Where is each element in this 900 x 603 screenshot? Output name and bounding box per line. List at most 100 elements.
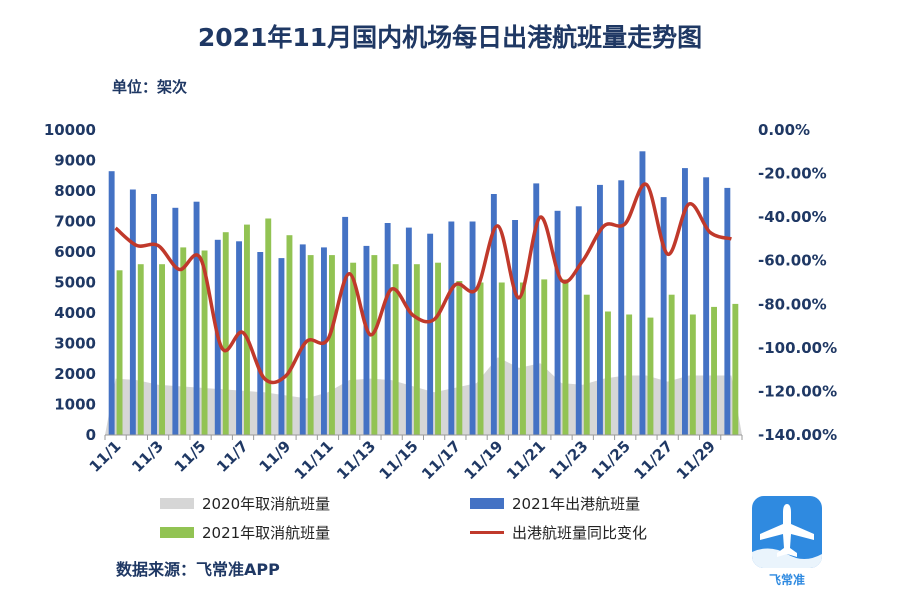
bar-2021-cancel xyxy=(647,317,654,435)
y-right-tick-label: -80.00% xyxy=(758,295,827,313)
bar-2021-depart xyxy=(363,245,370,435)
x-tick-label: 11/29 xyxy=(673,437,719,483)
bar-2021-depart xyxy=(724,187,731,435)
x-tick-label: 11/9 xyxy=(256,437,295,476)
bar-2021-cancel xyxy=(222,232,229,435)
plane-icon xyxy=(752,496,822,568)
chart-title: 2021年11月国内机场每日出港航班量走势图 xyxy=(197,23,703,52)
bar-2021-depart xyxy=(703,177,710,436)
x-tick-label: 11/25 xyxy=(588,437,634,483)
bar-2021-cancel xyxy=(435,262,441,435)
legend-item-2021-cancel: 2021年取消航班量 xyxy=(160,522,330,543)
bar-2021-cancel xyxy=(541,279,548,435)
bar-2021-depart xyxy=(299,244,306,435)
bar-2021-cancel xyxy=(371,255,378,435)
bar-2021-depart xyxy=(236,241,242,435)
legend-swatch xyxy=(470,498,504,509)
y-left-tick-label: 4000 xyxy=(54,304,96,322)
bar-2021-cancel xyxy=(498,282,505,435)
x-tick-label: 11/27 xyxy=(630,437,676,483)
bar-2021-cancel xyxy=(137,264,144,435)
bar-2021-depart xyxy=(342,216,349,435)
y-left-tick-label: 7000 xyxy=(54,213,96,231)
x-tick-label: 11/23 xyxy=(546,437,592,483)
legend-label: 出港航班量同比变化 xyxy=(512,524,648,542)
y-left-tick-label: 2000 xyxy=(54,365,96,383)
bar-2021-depart xyxy=(512,220,518,435)
x-tick-label: 11/15 xyxy=(376,437,422,483)
y-left-tick-label: 8000 xyxy=(54,182,96,200)
x-tick-label: 11/11 xyxy=(291,437,337,483)
bar-2021-cancel xyxy=(286,235,293,435)
legend-item-2020-cancel: 2020年取消航班量 xyxy=(160,493,330,514)
x-tick-label: 11/3 xyxy=(128,437,167,476)
unit-label: 单位：架次 xyxy=(112,78,188,96)
y-right-tick-label: -100.00% xyxy=(758,339,837,357)
bar-2021-depart xyxy=(660,197,667,435)
bar-2021-depart xyxy=(533,183,540,435)
bar-2021-depart xyxy=(278,258,285,435)
bar-2021-depart xyxy=(108,171,115,435)
bar-2021-cancel xyxy=(413,264,420,435)
bar-2021-depart xyxy=(129,189,136,435)
bar-2021-depart xyxy=(639,151,646,436)
x-tick-label: 11/19 xyxy=(461,437,507,483)
bar-2021-cancel xyxy=(116,270,123,435)
y-left-tick-label: 9000 xyxy=(54,152,96,170)
bar-2021-cancel xyxy=(605,311,611,435)
y-left-tick-label: 5000 xyxy=(54,274,96,292)
legend-swatch xyxy=(160,527,194,538)
y-right-tick-label: -120.00% xyxy=(758,382,837,400)
bar-2021-depart xyxy=(427,233,434,435)
x-tick-label: 11/21 xyxy=(503,437,549,483)
legend-swatch xyxy=(470,531,504,534)
bar-2021-cancel xyxy=(329,255,335,435)
y-left-tick-label: 3000 xyxy=(54,335,96,353)
area-2020-cancel xyxy=(105,357,742,435)
bar-2021-cancel xyxy=(350,262,357,435)
line-yoy-change xyxy=(114,182,732,385)
y-right-tick-label: 0.00% xyxy=(758,121,810,139)
bar-2021-depart xyxy=(257,252,264,435)
bar-2021-cancel xyxy=(626,314,633,435)
y-left-tick-label: 0 xyxy=(86,426,96,444)
bar-2021-cancel xyxy=(732,303,739,435)
legend-label: 2021年出港航班量 xyxy=(512,495,641,513)
legend-item-2021-depart: 2021年出港航班量 xyxy=(470,493,640,514)
x-tick-label: 11/7 xyxy=(213,437,252,476)
bar-2021-cancel xyxy=(265,218,272,435)
bar-2021-cancel xyxy=(159,264,165,435)
bar-2021-cancel xyxy=(668,294,675,435)
bar-2021-depart xyxy=(490,194,497,435)
y-left-tick-label: 10000 xyxy=(44,121,96,139)
bar-2021-depart xyxy=(554,210,561,435)
app-logo: 飞常准 xyxy=(752,496,822,590)
y-right-tick-label: -40.00% xyxy=(758,208,827,226)
bar-2021-depart xyxy=(682,168,688,435)
logo-text: 飞常准 xyxy=(768,573,805,587)
bar-2021-cancel xyxy=(520,282,526,435)
bar-2021-depart xyxy=(597,184,603,435)
bar-2021-cancel xyxy=(477,282,484,435)
legend-swatch xyxy=(160,498,194,509)
y-left-tick-label: 1000 xyxy=(54,396,96,414)
bar-2021-depart xyxy=(618,180,625,435)
bar-2021-cancel xyxy=(201,250,208,435)
bar-2021-cancel xyxy=(583,294,590,435)
bar-2021-cancel xyxy=(711,306,717,435)
x-tick-label: 11/5 xyxy=(171,437,210,476)
y-right-tick-label: -20.00% xyxy=(758,165,827,183)
bar-2021-depart xyxy=(469,221,476,435)
bar-2021-depart xyxy=(172,207,179,435)
bar-2021-depart xyxy=(448,221,455,435)
y-right-tick-label: -60.00% xyxy=(758,252,827,270)
bar-2021-cancel xyxy=(689,314,696,435)
bar-2021-cancel xyxy=(456,281,463,435)
bar-2021-depart xyxy=(575,206,582,436)
bar-2021-cancel xyxy=(392,264,399,435)
bar-2021-cancel xyxy=(562,279,569,435)
legend-label: 2020年取消航班量 xyxy=(202,495,331,513)
bar-2021-cancel xyxy=(244,224,250,435)
y-right-tick-label: -140.00% xyxy=(758,426,837,444)
